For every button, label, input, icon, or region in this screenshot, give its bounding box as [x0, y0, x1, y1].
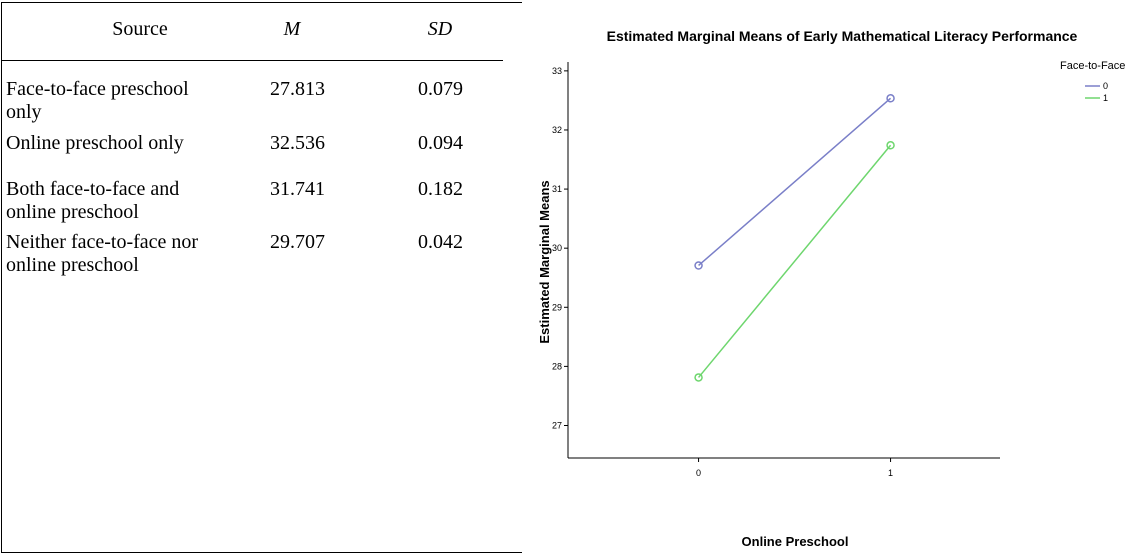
table-cell: 27.813: [270, 78, 325, 100]
point-marker: [694, 261, 703, 270]
y-tick-label: 27: [552, 420, 562, 430]
table-cell: Online preschool only: [6, 132, 184, 154]
table-cell: Both face-to-face and online preschool: [6, 178, 180, 223]
table-cell: Neither face-to-face nor online preschoo…: [6, 231, 199, 276]
x-axis-label: Online Preschool: [742, 534, 849, 549]
table-cell: 0.094: [418, 132, 463, 154]
series-line: [697, 144, 892, 378]
table-cell: Face-to-face preschool only: [6, 78, 189, 123]
x-tick-label: 1: [888, 468, 893, 478]
y-tick-label: 33: [552, 66, 562, 76]
y-tick-label: 29: [552, 302, 562, 312]
x-tick-label: 0: [696, 468, 701, 478]
legend-label: 1: [1103, 93, 1108, 103]
point-marker: [886, 94, 895, 103]
y-tick-label: 31: [552, 184, 562, 194]
header-rule: [1, 60, 503, 61]
table-cell: 0.182: [418, 178, 463, 200]
table-cell: 31.741: [270, 178, 325, 200]
series-line: [698, 97, 892, 267]
table-cell: 29.707: [270, 231, 325, 253]
legend-label: 0: [1103, 81, 1108, 91]
y-tick-label: 28: [552, 361, 562, 371]
legend-title: Face-to-Face: [1060, 60, 1125, 72]
table-cell: 0.042: [418, 231, 463, 253]
point-marker: [694, 373, 703, 382]
table-frame: [1, 2, 522, 553]
y-axis-label: Estimated Marginal Means: [537, 180, 552, 343]
header-cell: M: [283, 18, 301, 40]
y-tick-label: 30: [552, 243, 562, 253]
header-cell: SD: [427, 18, 453, 40]
table-cell: 32.536: [270, 132, 325, 154]
table-cell: 0.079: [418, 78, 463, 100]
chart-title: Estimated Marginal Means of Early Mathem…: [607, 28, 1078, 44]
header-cell: Source: [112, 18, 168, 40]
point-marker: [886, 141, 895, 150]
y-tick-label: 32: [552, 125, 562, 135]
